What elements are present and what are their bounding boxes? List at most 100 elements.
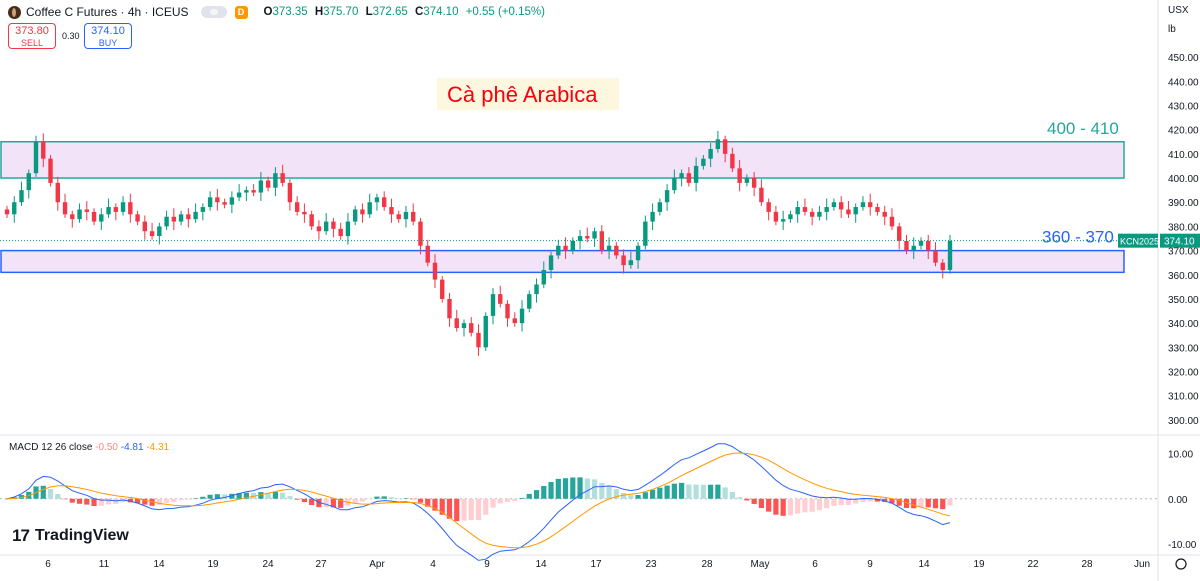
candle xyxy=(55,176,60,211)
settings-gear-icon[interactable] xyxy=(1175,558,1187,570)
candle xyxy=(389,198,394,223)
delayed-data-badge[interactable]: D xyxy=(234,5,248,19)
macd-histogram-bar xyxy=(417,498,424,503)
candle-body xyxy=(164,216,169,227)
candle-body xyxy=(440,279,445,299)
candle xyxy=(599,225,605,255)
candle xyxy=(904,234,909,255)
candle xyxy=(889,208,895,231)
visibility-toggle-icon[interactable] xyxy=(200,6,227,18)
candle-body xyxy=(207,197,213,208)
candle-body xyxy=(730,153,735,169)
candle-body xyxy=(527,294,532,309)
candle-body xyxy=(135,214,140,222)
candle xyxy=(679,169,684,187)
candle-body xyxy=(331,221,336,229)
chart-title: Cà phê Arabica xyxy=(447,82,598,107)
candle xyxy=(686,167,692,187)
candle xyxy=(258,171,264,202)
candle xyxy=(868,193,873,216)
tradingview-logo[interactable]: 17 TradingView xyxy=(12,526,129,545)
candle-body xyxy=(26,173,31,191)
macd-histogram-bar xyxy=(178,498,184,501)
candle xyxy=(490,288,496,325)
time-tick-label: May xyxy=(751,559,770,570)
candle-body xyxy=(722,139,728,154)
time-tick-label: 14 xyxy=(918,559,930,570)
macd-histogram-bar xyxy=(40,485,46,499)
candle-body xyxy=(106,207,111,215)
macd-histogram-bar xyxy=(432,498,438,511)
candle xyxy=(476,324,481,356)
candle-body xyxy=(875,207,880,212)
candle xyxy=(614,242,619,260)
candle xyxy=(251,184,256,197)
candle xyxy=(751,171,757,197)
time-tick-label: 9 xyxy=(867,559,873,570)
candle-body xyxy=(62,202,68,215)
buy-button[interactable]: 374.10 BUY xyxy=(84,23,132,49)
macd-histogram-bar xyxy=(396,498,402,499)
candle-body xyxy=(280,173,285,183)
candle xyxy=(106,198,111,218)
macd-histogram-bar xyxy=(265,492,271,499)
macd-tick-label: 0.00 xyxy=(1168,495,1188,506)
candle xyxy=(200,203,206,221)
candle-body xyxy=(244,190,249,193)
macd-histogram-bar xyxy=(628,495,634,499)
unit-selector[interactable]: lb xyxy=(1168,24,1176,35)
candle xyxy=(737,159,742,192)
currency-selector[interactable]: USX xyxy=(1168,5,1189,16)
price-tick-label: 390.00 xyxy=(1168,198,1199,209)
candle xyxy=(527,290,532,313)
price-tick-label: 370.00 xyxy=(1168,247,1199,258)
price-tick-label: 450.00 xyxy=(1168,53,1199,64)
candle xyxy=(273,167,278,197)
macd-histogram-bar xyxy=(309,498,315,506)
candle xyxy=(846,201,851,218)
time-tick-label: 6 xyxy=(45,559,51,570)
candle-body xyxy=(91,211,97,222)
candle xyxy=(780,210,786,231)
macd-histogram-bar xyxy=(367,498,373,500)
macd-histogram-bar xyxy=(272,491,278,499)
candle-body xyxy=(889,216,895,227)
macd-histogram-bar xyxy=(352,498,358,504)
candle xyxy=(48,155,53,187)
macd-histogram-bar xyxy=(751,498,757,504)
sell-button[interactable]: 373.80 SELL xyxy=(8,23,56,49)
candle xyxy=(469,317,474,337)
candle xyxy=(882,205,887,226)
candle xyxy=(222,198,227,209)
macd-histogram-bar xyxy=(744,498,750,501)
candle-body xyxy=(396,214,401,220)
price-tick-label: 400.00 xyxy=(1168,174,1199,185)
macd-histogram-bar xyxy=(294,498,300,500)
candle xyxy=(715,130,721,153)
last-price-tag xyxy=(1160,233,1200,248)
macd-histogram-bar xyxy=(330,498,337,508)
candle xyxy=(933,242,938,267)
candle-body xyxy=(751,178,757,188)
symbol-title[interactable]: Coffee C Futures · 4h · ICEUS xyxy=(26,5,189,19)
candle xyxy=(635,242,641,269)
price-change: +0.55 (+0.15%) xyxy=(465,6,545,18)
candle-body xyxy=(947,240,953,270)
candle xyxy=(244,186,249,202)
candle-body xyxy=(120,202,126,212)
candle xyxy=(911,237,916,260)
macd-histogram-bar xyxy=(381,496,387,499)
candle xyxy=(382,191,387,211)
candle xyxy=(621,249,626,274)
macd-histogram-bar xyxy=(606,485,612,499)
macd-histogram-bar xyxy=(84,498,90,505)
candle xyxy=(505,300,510,327)
candle xyxy=(418,217,423,255)
macd-legend-part: MACD xyxy=(9,442,41,453)
candle-body xyxy=(817,211,822,217)
price-tick-label: 320.00 xyxy=(1168,368,1199,379)
candle xyxy=(367,193,372,218)
time-tick-label: 6 xyxy=(812,559,818,570)
candle xyxy=(853,203,858,223)
